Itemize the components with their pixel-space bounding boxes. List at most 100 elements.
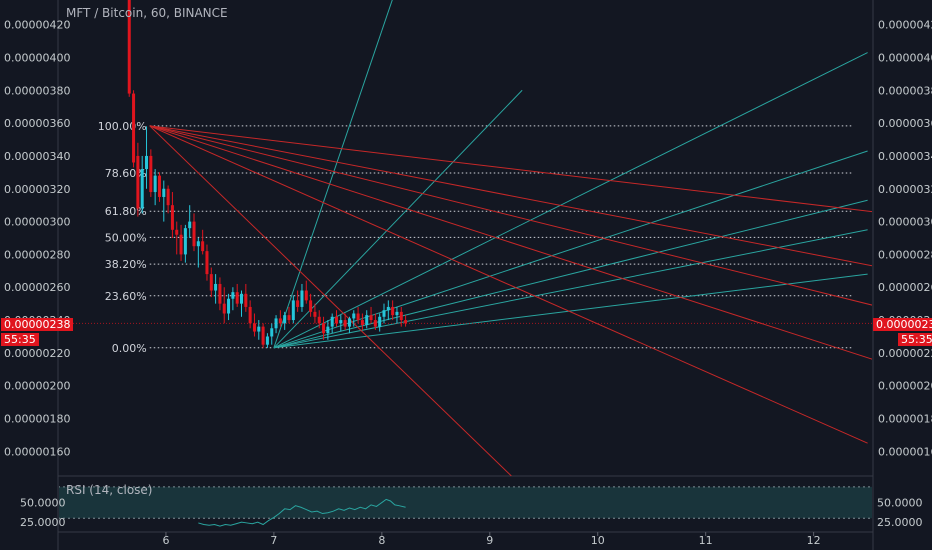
candle-body bbox=[192, 221, 196, 247]
x-axis-tick-label: 8 bbox=[378, 534, 385, 547]
fib-level-label: 50.00% bbox=[105, 231, 147, 244]
candle-body bbox=[231, 292, 235, 299]
fan-line-down bbox=[149, 125, 512, 476]
candle-body bbox=[339, 320, 343, 324]
candle-body bbox=[201, 241, 205, 252]
fib-level-label: 78.60% bbox=[105, 167, 147, 180]
countdown-tag-right: 55:35 bbox=[898, 333, 932, 346]
candle-body bbox=[214, 283, 218, 291]
y-axis-tick-label-left: 0.00000380 bbox=[4, 84, 70, 97]
y-axis-tick-label-right: 0.00000280 bbox=[878, 248, 932, 261]
y-axis-tick-label-left: 0.00000160 bbox=[4, 445, 70, 458]
candle-body bbox=[373, 320, 377, 327]
y-axis-tick-label-left: 0.00000320 bbox=[4, 183, 70, 196]
candle-body bbox=[136, 155, 140, 209]
candle-body bbox=[334, 316, 339, 324]
fan-line-up bbox=[273, 0, 393, 348]
candle-body bbox=[252, 323, 256, 332]
candle-body bbox=[235, 292, 239, 304]
candle-body bbox=[378, 316, 382, 327]
main-pane: 100.00% 78.60% 61.80% 50.00% 38.20% 23.60% 0.0… bbox=[59, 0, 872, 476]
candle-body bbox=[196, 241, 200, 247]
candle-body bbox=[356, 313, 360, 321]
candle-body bbox=[278, 318, 282, 324]
candle-body bbox=[386, 306, 390, 311]
candle-body bbox=[274, 318, 278, 329]
y-axis-tick-label-right: 0.00000320 bbox=[878, 183, 932, 196]
x-axis-tick-label: 9 bbox=[486, 534, 493, 547]
candle-body bbox=[347, 318, 351, 327]
candle-body bbox=[304, 290, 308, 301]
candle-body bbox=[149, 155, 153, 193]
candle-body bbox=[248, 306, 252, 324]
candle-body bbox=[296, 300, 300, 307]
candle-body bbox=[153, 175, 157, 193]
candle-body bbox=[183, 228, 187, 255]
candle-body bbox=[140, 169, 144, 209]
fan-line-up bbox=[273, 150, 868, 349]
rsi-band bbox=[59, 486, 872, 519]
candle-body bbox=[179, 234, 183, 255]
y-axis-tick-label-right: 0.00000420 bbox=[878, 19, 932, 32]
y-axis-tick-label-right: 0.00000340 bbox=[878, 150, 932, 163]
candle-body bbox=[239, 293, 244, 304]
fib-level-label: 23.60% bbox=[105, 290, 147, 303]
current-price-tag-right: 0.00000238 bbox=[873, 318, 932, 331]
symbol-title: MFT / Bitcoin, 60, BINANCE bbox=[66, 6, 228, 20]
candle-body bbox=[309, 300, 313, 312]
candle-body bbox=[317, 316, 321, 324]
candle-body bbox=[343, 320, 347, 327]
candle-body bbox=[209, 274, 213, 291]
candle-body bbox=[322, 323, 326, 334]
y-axis-tick-label-left: 0.00000400 bbox=[4, 51, 70, 64]
candle-body bbox=[222, 303, 226, 314]
y-axis-tick-label-left: 0.00000300 bbox=[4, 216, 70, 229]
candle-body bbox=[313, 311, 317, 317]
fan-line-down bbox=[149, 125, 868, 444]
candle-body bbox=[127, 0, 131, 94]
candle-body bbox=[157, 175, 161, 197]
candle-body bbox=[205, 251, 209, 275]
candle-body bbox=[395, 311, 399, 316]
rsi-tick-label-left: 50.0000 bbox=[20, 497, 66, 510]
y-axis-tick-label-left: 0.00000220 bbox=[4, 347, 70, 360]
candle-body bbox=[227, 298, 231, 314]
candle-body bbox=[261, 326, 265, 345]
candle-body bbox=[257, 326, 261, 332]
y-axis-tick-label-left: 0.00000280 bbox=[4, 248, 70, 261]
fib-level-label: 100.00% bbox=[98, 120, 147, 133]
y-axis-tick-label-right: 0.00000160 bbox=[878, 445, 932, 458]
candle-body bbox=[300, 290, 304, 307]
fib-level-label: 0.00% bbox=[112, 342, 147, 355]
chart-title: MFT / Bitcoin, 60, BINANCE bbox=[66, 6, 228, 20]
candle-body bbox=[291, 300, 295, 321]
fan-line-down bbox=[149, 125, 872, 267]
fan-line-down bbox=[149, 125, 872, 360]
candle-body bbox=[132, 93, 136, 163]
y-axis-tick-label-left: 0.00000360 bbox=[4, 117, 70, 130]
candle-body bbox=[365, 315, 369, 325]
y-axis-tick-label-left: 0.00000340 bbox=[4, 150, 70, 163]
fan-line-up bbox=[273, 229, 868, 349]
rsi-tick-label-left: 25.0000 bbox=[20, 516, 66, 529]
candle-body bbox=[175, 229, 179, 235]
rsi-tick-label-right: 50.0000 bbox=[877, 497, 923, 510]
fan-line-up bbox=[273, 199, 868, 349]
y-axis-tick-label-left: 0.00000420 bbox=[4, 19, 70, 32]
current-price-tag-left: 0.00000238 bbox=[1, 318, 74, 331]
fan-line-up bbox=[273, 52, 868, 349]
candle-body bbox=[145, 155, 149, 170]
candle-body bbox=[218, 283, 222, 304]
rsi-pane bbox=[59, 486, 872, 527]
rsi-label: RSI (14, close) bbox=[66, 483, 153, 497]
y-axis-tick-label-right: 0.00000400 bbox=[878, 51, 932, 64]
fib-level-label: 38.20% bbox=[105, 258, 147, 271]
fan-line-down bbox=[149, 125, 872, 213]
fan-line-down bbox=[149, 125, 872, 306]
candle-body bbox=[369, 315, 373, 321]
y-axis-tick-label-right: 0.00000260 bbox=[878, 281, 932, 294]
y-axis-tick-label-right: 0.00000180 bbox=[878, 413, 932, 426]
x-axis-tick-label: 6 bbox=[162, 534, 169, 547]
